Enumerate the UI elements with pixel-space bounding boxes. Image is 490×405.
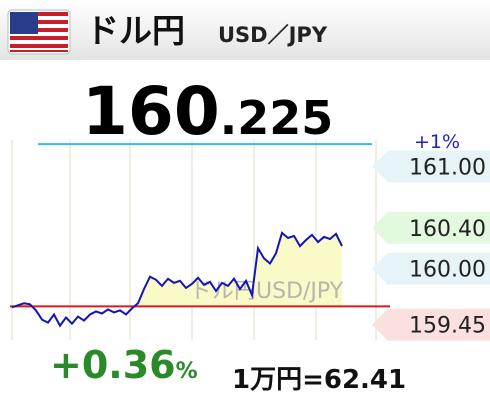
watermark: ドル円USD/JPY <box>190 279 344 304</box>
y-tick-label: 160.40 <box>409 217 486 242</box>
y-tick-tag <box>372 211 490 244</box>
flag <box>7 9 71 55</box>
y-tick-tag <box>372 150 490 183</box>
y-tick-label: 160.00 <box>409 258 486 283</box>
change-value: +0.36% <box>50 343 198 387</box>
upper-label: +1% <box>414 131 460 153</box>
y-tick-label: 161.00 <box>409 156 486 181</box>
pair: USD／JPY <box>218 23 328 47</box>
title: ドル円 <box>86 11 185 50</box>
line <box>11 231 343 328</box>
change-number: +0.36 <box>50 343 176 387</box>
y-tick-label: 159.45 <box>409 314 486 339</box>
price-integer: 160 <box>82 73 220 150</box>
price: 160.225 <box>82 73 333 150</box>
price-decimal: .225 <box>220 91 334 145</box>
area <box>14 232 342 307</box>
change-unit: % <box>176 359 198 384</box>
y-tick-tag <box>372 252 490 285</box>
y-tick-tag <box>372 308 490 341</box>
header-bar <box>0 0 490 60</box>
conversion: 1万円=62.41 <box>232 365 406 395</box>
